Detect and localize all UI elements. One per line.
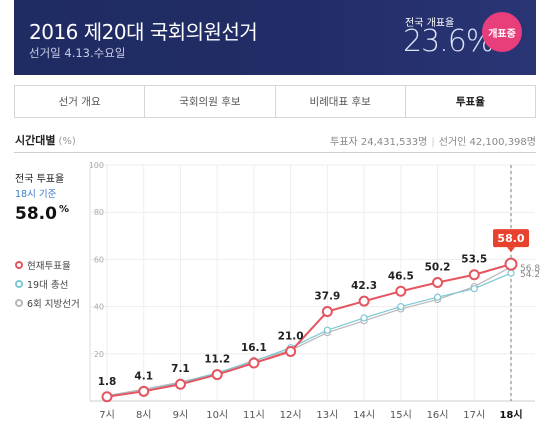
data-label: 4.1: [134, 370, 153, 382]
x-tick-label: 17시: [463, 409, 485, 421]
series-point: [504, 257, 518, 271]
section-title-text: 시간대별: [15, 134, 56, 147]
series-point: [248, 357, 260, 369]
tab-turnout[interactable]: 투표율: [405, 86, 535, 117]
counting-status-badge: 개표중: [482, 12, 522, 52]
data-label: 37.9: [314, 291, 340, 303]
page-title: 2016 제20대 국회의원선거: [29, 20, 258, 44]
y-tick-label: 40: [94, 303, 104, 312]
legend-label-current: 현재투표율: [27, 260, 71, 272]
section-title: 시간대별 (%): [15, 132, 76, 148]
series-line: [106, 272, 512, 397]
series-point: [395, 285, 407, 297]
series-point: [470, 285, 478, 293]
summary-value: 58.0%: [15, 204, 95, 224]
section-unit: (%): [58, 136, 76, 147]
legend-dot-19th: [15, 279, 23, 288]
data-label: 42.3: [351, 280, 377, 292]
data-label: 50.2: [425, 262, 451, 274]
series-point: [285, 345, 297, 357]
data-label: 7.1: [171, 363, 190, 375]
x-tick-label: 10시: [206, 409, 228, 421]
series-end-label: 56.8: [520, 264, 540, 274]
callout-pointer: [507, 247, 515, 253]
tab-overview[interactable]: 선거 개요: [15, 86, 146, 117]
series-point: [433, 293, 442, 301]
electorate-count: 선거인 42,100,398명: [438, 137, 536, 148]
y-tick-label: 80: [94, 208, 104, 217]
x-tick-label: 16시: [427, 409, 449, 421]
series-line: [106, 263, 512, 398]
tab-candidates[interactable]: 국회의원 후보: [145, 86, 276, 117]
tab-proportional[interactable]: 비례대표 후보: [275, 86, 406, 117]
y-tick-label: 100: [89, 161, 104, 170]
data-label: 53.5: [461, 254, 487, 266]
series-point: [321, 306, 333, 318]
series-point: [468, 269, 480, 281]
x-tick-label: 18시: [499, 409, 522, 421]
current-value-callout: [493, 229, 529, 248]
x-tick-label: 11시: [243, 409, 265, 421]
legend-dot-local: [15, 298, 23, 307]
x-tick-label: 13시: [316, 409, 338, 421]
chart-legend: 현재투표율 19대 총선 6회 지방선거: [15, 255, 80, 312]
count-rate-value: 23.6%: [403, 24, 494, 59]
voter-stats: 투표자 24,431,533명 | 선거인 42,100,398명: [330, 133, 536, 148]
election-header: 2016 제20대 국회의원선거 선거일 4.13.수요일 전국 개표율 23.…: [14, 0, 536, 75]
series-point: [174, 378, 186, 390]
series-point: [432, 277, 444, 289]
legend-item-19th: 19대 총선: [15, 274, 80, 293]
x-tick-label: 14시: [353, 409, 375, 421]
tab-bar: 선거 개요 국회의원 후보 비례대표 후보 투표율: [14, 85, 536, 118]
x-tick-label: 12시: [280, 409, 302, 421]
data-label: 11.2: [204, 354, 230, 366]
x-tick-label: 8시: [136, 409, 152, 421]
data-label: 21.0: [278, 330, 304, 342]
summary-unit: %: [58, 204, 69, 215]
election-date: 선거일 4.13.수요일: [29, 46, 126, 60]
voters-count: 투표자 24,431,533명: [330, 137, 428, 148]
series-point: [138, 385, 150, 397]
series-end-label: 54.2: [520, 270, 540, 280]
series-point: [358, 295, 370, 307]
legend-item-current: 현재투표율: [15, 255, 80, 274]
series-point: [323, 326, 331, 334]
series-point: [360, 314, 368, 322]
legend-dot-current: [15, 260, 23, 269]
data-label: 46.5: [388, 270, 414, 282]
x-tick-label: 15시: [390, 409, 412, 421]
legend-label-19th: 19대 총선: [27, 279, 69, 291]
section-divider: [14, 152, 536, 153]
x-tick-label: 9시: [173, 409, 189, 421]
stats-separator: |: [431, 137, 435, 148]
count-rate-label: 전국 개표율: [405, 18, 455, 29]
summary-label: 전국 투표율: [15, 174, 65, 185]
data-label: 1.8: [98, 376, 117, 388]
y-tick-label: 60: [94, 255, 104, 264]
turnout-summary: 전국 투표율 18시 기준 58.0%: [15, 170, 95, 224]
series-point: [101, 391, 113, 403]
series-point: [507, 269, 515, 277]
y-tick-label: 20: [94, 350, 104, 359]
summary-number: 58.0: [15, 204, 57, 224]
series-point: [211, 369, 223, 381]
callout-label: 58.0: [497, 232, 524, 245]
data-label: 16.1: [241, 342, 267, 354]
summary-basis: 18시 기준: [15, 189, 57, 200]
legend-label-local: 6회 지방선거: [27, 298, 80, 310]
series-point: [397, 303, 405, 311]
series-line: [106, 266, 512, 397]
x-tick-label: 7시: [99, 409, 115, 421]
legend-item-local: 6회 지방선거: [15, 293, 80, 312]
